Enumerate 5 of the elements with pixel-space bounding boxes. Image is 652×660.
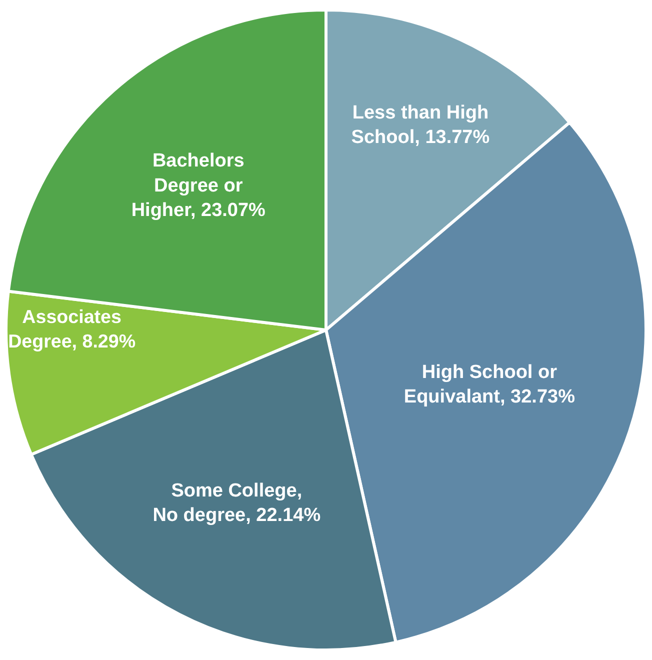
slice-label: Less than High School, 13.77% [351, 102, 490, 148]
slice-label: Associates Degree, 8.29% [8, 306, 136, 352]
slice-label: Bachelors Degree or Higher, 23.07% [131, 150, 266, 222]
slice-label: Some College, No degree, 22.14% [152, 480, 321, 526]
slice-label: High School or Equivalant, 32.73% [404, 362, 576, 408]
